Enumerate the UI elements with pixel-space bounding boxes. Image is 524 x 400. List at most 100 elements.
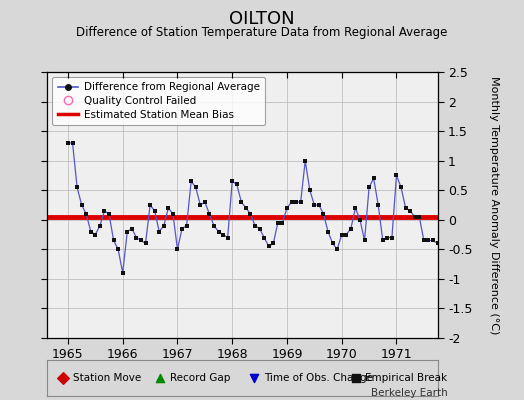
Point xyxy=(96,222,104,229)
Point xyxy=(337,231,346,238)
Point xyxy=(333,246,341,252)
Point xyxy=(237,199,246,205)
Text: Time of Obs. Change: Time of Obs. Change xyxy=(264,373,373,383)
Point xyxy=(429,237,437,244)
Point xyxy=(196,202,204,208)
Point xyxy=(114,246,122,252)
Point xyxy=(269,240,278,247)
Point xyxy=(438,240,446,247)
Point xyxy=(470,216,478,223)
Point xyxy=(274,220,282,226)
Point xyxy=(342,231,351,238)
Text: Empirical Break: Empirical Break xyxy=(365,373,447,383)
Point xyxy=(388,234,396,241)
Point xyxy=(223,234,232,241)
Point xyxy=(169,211,177,217)
Legend: Difference from Regional Average, Quality Control Failed, Estimated Station Mean: Difference from Regional Average, Qualit… xyxy=(52,77,265,125)
Point xyxy=(64,140,72,146)
Point xyxy=(352,375,360,381)
Point xyxy=(347,226,355,232)
Point xyxy=(315,202,323,208)
Point xyxy=(456,211,465,217)
Point xyxy=(146,202,154,208)
Text: OILTON: OILTON xyxy=(229,10,295,28)
Point xyxy=(265,243,273,250)
Point xyxy=(369,175,378,182)
Point xyxy=(233,181,241,188)
Point xyxy=(442,240,451,247)
Point xyxy=(452,208,460,214)
Point xyxy=(137,237,145,244)
Point xyxy=(401,205,410,211)
Point xyxy=(73,184,81,190)
Point xyxy=(141,240,150,247)
Point xyxy=(465,214,474,220)
Point xyxy=(246,211,255,217)
Point xyxy=(310,202,319,208)
Point xyxy=(433,240,442,247)
Text: Berkeley Earth: Berkeley Earth xyxy=(372,388,448,398)
Point xyxy=(351,205,359,211)
Point xyxy=(329,240,337,247)
Point xyxy=(415,214,423,220)
Point xyxy=(278,220,287,226)
Point xyxy=(132,234,140,241)
Point xyxy=(283,205,291,211)
Point xyxy=(91,231,100,238)
Point xyxy=(123,228,132,235)
Point xyxy=(379,237,387,244)
Point xyxy=(150,208,159,214)
Point xyxy=(155,228,163,235)
Point xyxy=(493,104,501,111)
Point xyxy=(484,246,492,252)
Point xyxy=(406,208,414,214)
Y-axis label: Monthly Temperature Anomaly Difference (°C): Monthly Temperature Anomaly Difference (… xyxy=(489,76,499,334)
Point xyxy=(251,222,259,229)
Point xyxy=(210,222,218,229)
Point xyxy=(361,237,369,244)
Point xyxy=(68,140,77,146)
Point xyxy=(250,375,258,381)
Point xyxy=(59,375,67,381)
Point xyxy=(287,199,296,205)
Point xyxy=(201,199,209,205)
Text: Station Move: Station Move xyxy=(72,373,141,383)
Point xyxy=(192,184,200,190)
Point xyxy=(105,211,113,217)
Text: Record Gap: Record Gap xyxy=(170,373,231,383)
Point xyxy=(356,216,364,223)
Point xyxy=(255,226,264,232)
Point xyxy=(497,208,506,214)
Point xyxy=(365,184,373,190)
Point xyxy=(383,234,391,241)
Point xyxy=(397,184,405,190)
Point xyxy=(319,211,328,217)
Point xyxy=(474,246,483,252)
Point xyxy=(160,222,168,229)
Point xyxy=(164,205,172,211)
Point xyxy=(118,270,127,276)
Point xyxy=(479,243,487,250)
Point xyxy=(292,199,300,205)
Point xyxy=(156,375,165,381)
Point xyxy=(100,208,108,214)
Point xyxy=(410,214,419,220)
Point xyxy=(242,205,250,211)
Point xyxy=(392,172,401,179)
Point xyxy=(461,282,469,288)
Point xyxy=(424,237,433,244)
Point xyxy=(447,211,455,217)
Point xyxy=(78,202,86,208)
Point xyxy=(205,211,214,217)
Point xyxy=(187,178,195,184)
Point xyxy=(260,234,268,241)
Point xyxy=(497,208,506,214)
Point xyxy=(214,228,223,235)
Point xyxy=(182,222,191,229)
Point xyxy=(110,237,118,244)
Point xyxy=(82,211,91,217)
Point xyxy=(420,237,428,244)
Point xyxy=(128,226,136,232)
Point xyxy=(86,228,95,235)
Text: Difference of Station Temperature Data from Regional Average: Difference of Station Temperature Data f… xyxy=(77,26,447,39)
